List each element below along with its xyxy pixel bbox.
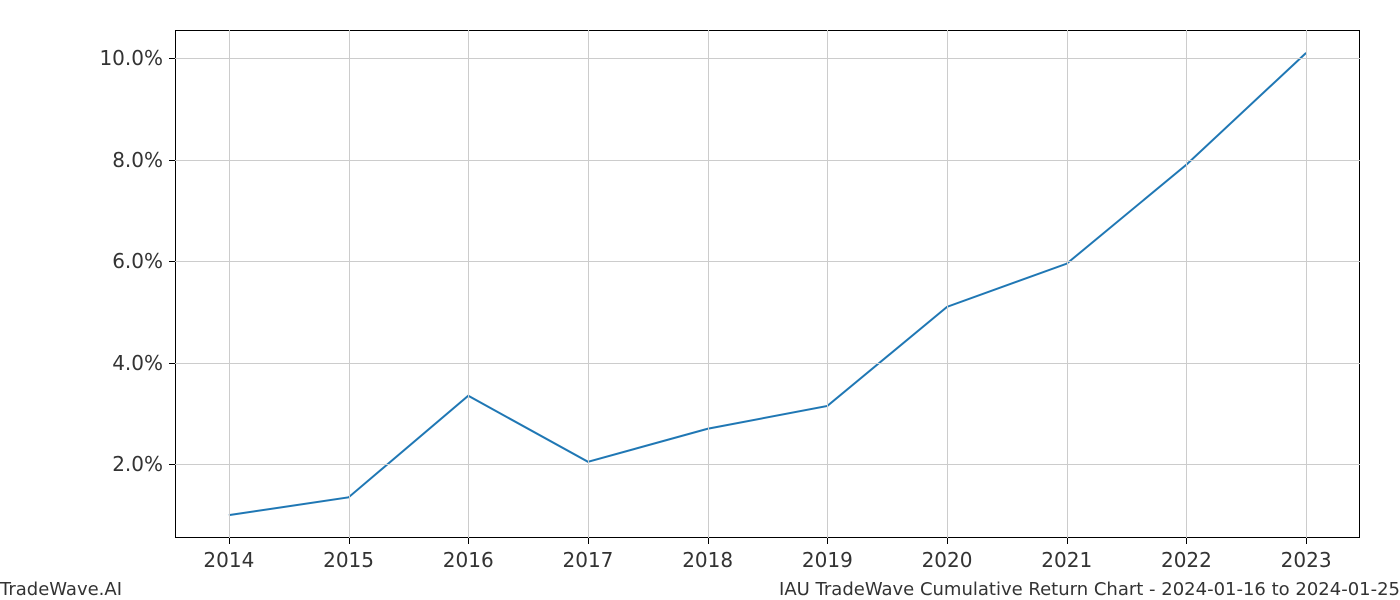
x-tick-label: 2017 [563,548,614,572]
x-tick [1306,538,1307,544]
grid-line-vertical [1067,30,1068,538]
x-tick [229,538,230,544]
x-tick-label: 2015 [323,548,374,572]
grid-line-vertical [468,30,469,538]
grid-line-vertical [1306,30,1307,538]
y-tick-label: 8.0% [112,148,163,172]
x-tick-label: 2014 [203,548,254,572]
y-tick-label: 10.0% [99,46,163,70]
grid-line-vertical [947,30,948,538]
x-tick-label: 2020 [922,548,973,572]
line-layer [0,0,1400,600]
grid-line-vertical [708,30,709,538]
x-tick-label: 2021 [1041,548,1092,572]
grid-line-vertical [827,30,828,538]
y-tick [169,464,175,465]
x-tick [1067,538,1068,544]
x-tick [947,538,948,544]
footer-left-label: TradeWave.AI [0,579,122,600]
x-tick [349,538,350,544]
x-tick-label: 2018 [682,548,733,572]
grid-line-horizontal [175,261,1360,262]
chart-container: TradeWave.AI IAU TradeWave Cumulative Re… [0,0,1400,600]
y-tick-label: 4.0% [112,351,163,375]
x-tick-label: 2019 [802,548,853,572]
x-tick [468,538,469,544]
series-cumulative-return [229,53,1306,515]
y-tick [169,261,175,262]
grid-line-vertical [349,30,350,538]
grid-line-horizontal [175,160,1360,161]
x-tick [827,538,828,544]
y-tick-label: 2.0% [112,452,163,476]
y-tick [169,363,175,364]
grid-line-vertical [588,30,589,538]
footer-right-label: IAU TradeWave Cumulative Return Chart - … [779,579,1400,600]
x-tick-label: 2022 [1161,548,1212,572]
grid-line-vertical [1186,30,1187,538]
y-tick [169,58,175,59]
x-tick-label: 2016 [443,548,494,572]
x-tick-label: 2023 [1281,548,1332,572]
x-tick [1186,538,1187,544]
y-tick [169,160,175,161]
grid-line-horizontal [175,464,1360,465]
grid-line-vertical [229,30,230,538]
grid-line-horizontal [175,363,1360,364]
y-tick-label: 6.0% [112,249,163,273]
grid-line-horizontal [175,58,1360,59]
x-tick [708,538,709,544]
x-tick [588,538,589,544]
